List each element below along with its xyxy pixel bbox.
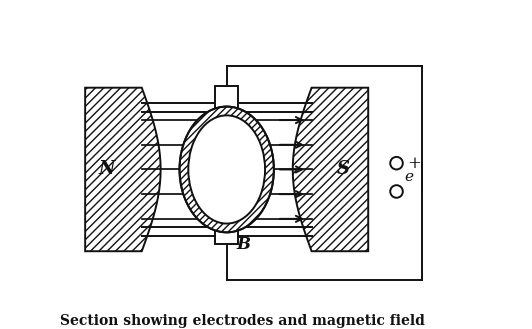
Polygon shape xyxy=(293,88,368,251)
Bar xyxy=(215,86,238,112)
Text: +: + xyxy=(408,155,421,172)
Bar xyxy=(215,227,238,244)
Polygon shape xyxy=(85,88,161,251)
Text: S: S xyxy=(337,161,350,178)
Text: B: B xyxy=(236,237,250,253)
Text: N: N xyxy=(99,161,115,178)
Text: Section showing electrodes and magnetic field: Section showing electrodes and magnetic … xyxy=(60,314,425,328)
Text: e: e xyxy=(404,170,413,184)
Ellipse shape xyxy=(188,115,265,224)
Ellipse shape xyxy=(179,107,274,232)
